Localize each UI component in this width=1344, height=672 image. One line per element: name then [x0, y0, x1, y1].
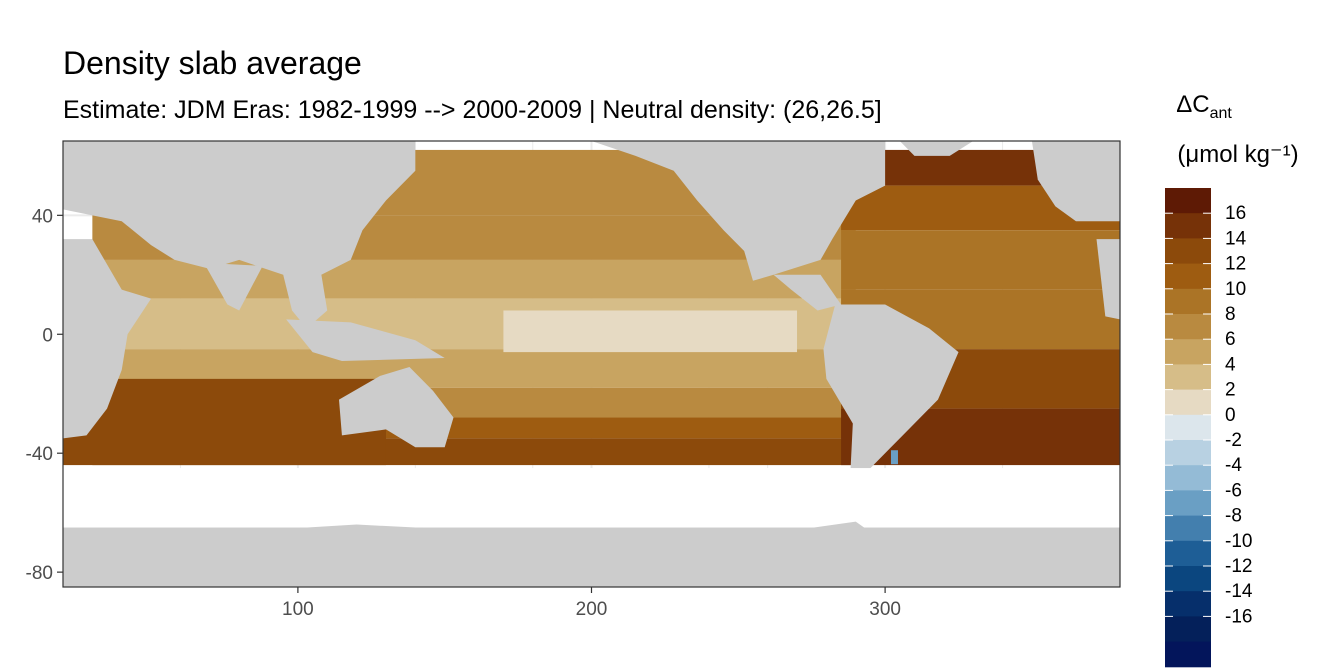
legend-swatch [1165, 566, 1211, 592]
ocean-band-indian [63, 378, 386, 466]
legend-label: -14 [1225, 581, 1253, 602]
y-tick-label: -80 [26, 563, 53, 584]
legend-title: ΔCant [1176, 91, 1232, 122]
legend-swatch [1165, 414, 1211, 441]
no-data-band [63, 468, 1120, 528]
chart-subtitle: Estimate: JDM Eras: 1982-1999 --> 2000-2… [63, 96, 882, 124]
legend-label: -16 [1225, 606, 1252, 627]
legend-label: 6 [1225, 329, 1236, 350]
land-polygon [591, 141, 886, 281]
land-polygon [823, 304, 959, 495]
land-polygon [283, 274, 328, 329]
land-polygon [203, 262, 263, 311]
legend-label: 4 [1225, 354, 1236, 375]
legend-label: 2 [1225, 380, 1236, 401]
land-polygon [899, 141, 974, 156]
legend: ΔCant (μmol kg⁻¹) 16 14 12 10 8 6 4 2 0 -2 -4 -6 -8 -… [1165, 91, 1299, 668]
legend-swatch [1165, 364, 1211, 391]
legend-label: 10 [1225, 279, 1246, 300]
legend-swatch [1165, 288, 1211, 315]
legend-swatch [1165, 616, 1211, 643]
x-tick-label: 300 [869, 599, 901, 620]
land-mask [63, 141, 1120, 587]
legend-swatch [1165, 263, 1211, 290]
legend-label: 12 [1225, 254, 1246, 275]
x-tick-label: 100 [282, 599, 314, 620]
y-axis: 40 0 -40 -80 [26, 206, 63, 584]
antarctica [63, 521, 1120, 587]
land-polygon [63, 141, 416, 290]
legend-swatch [1165, 465, 1211, 491]
legend-label: -4 [1225, 455, 1242, 476]
legend-swatch [1165, 213, 1211, 239]
land-polygon [63, 239, 152, 439]
legend-label: -12 [1225, 556, 1252, 577]
land-polygon [1096, 239, 1120, 320]
legend-swatch [1165, 591, 1211, 617]
legend-swatch [1165, 641, 1211, 668]
land-polygon [338, 366, 454, 448]
legend-swatch [1165, 389, 1211, 416]
legend-swatch [1165, 188, 1211, 214]
ocean-band-atlantic [841, 230, 1120, 290]
y-tick-label: -40 [26, 444, 53, 465]
legend-label: 16 [1225, 203, 1246, 224]
land-polygon [773, 274, 842, 311]
legend-label: -8 [1225, 506, 1242, 527]
legend-label: -6 [1225, 480, 1242, 501]
legend-labels: 16 14 12 10 8 6 4 2 0 -2 -4 -6 -8 -10 -12 -14 -16 [1165, 203, 1253, 627]
ocean-falklands [890, 450, 898, 465]
legend-label: 8 [1225, 304, 1236, 325]
chart-title: Density slab average [63, 45, 362, 81]
y-tick-label: 40 [32, 206, 53, 227]
legend-label: 14 [1225, 228, 1247, 249]
land-polygon [286, 319, 445, 362]
legend-label: -10 [1225, 531, 1252, 552]
legend-label: -2 [1225, 430, 1242, 451]
y-tick-label: 0 [42, 325, 53, 346]
x-axis: 100 200 300 [282, 587, 901, 620]
legend-swatch [1165, 515, 1211, 542]
legend-swatch [1165, 339, 1211, 365]
legend-swatch [1165, 314, 1211, 340]
legend-label: 0 [1225, 405, 1236, 426]
ocean-equatorial [503, 310, 798, 353]
map-panel [63, 141, 1120, 587]
legend-swatch [1165, 440, 1211, 466]
legend-title-main: ΔC [1176, 91, 1209, 118]
legend-units: (μmol kg⁻¹) [1177, 141, 1298, 168]
legend-swatch [1165, 238, 1211, 265]
legend-swatch [1165, 490, 1211, 517]
x-tick-label: 200 [576, 599, 608, 620]
legend-colorbar [1165, 188, 1211, 668]
land-polygon [1031, 141, 1120, 222]
legend-title-subscript: ant [1210, 105, 1233, 122]
legend-swatch [1165, 540, 1211, 567]
